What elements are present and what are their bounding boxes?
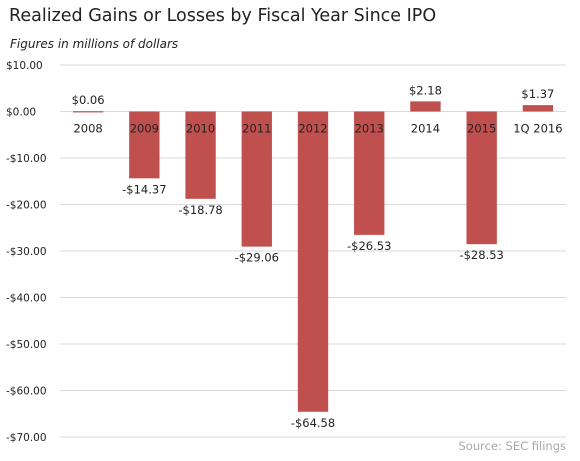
- y-tick-label: -$60.00: [6, 386, 47, 398]
- bar: [129, 111, 160, 179]
- x-tick-label: 2008: [73, 122, 102, 136]
- data-label: -$18.78: [178, 203, 222, 217]
- x-tick-label: 2012: [298, 122, 327, 136]
- source-note: Source: SEC filings: [458, 439, 567, 453]
- bars: [72, 101, 554, 412]
- y-tick-label: -$70.00: [6, 432, 47, 444]
- y-tick-label: -$40.00: [6, 293, 47, 305]
- bar: [297, 111, 329, 412]
- x-tick-label: 2011: [242, 122, 271, 136]
- y-tick-label: $0.00: [6, 107, 36, 119]
- y-tick-label: -$30.00: [6, 246, 47, 258]
- chart-title: Realized Gains or Losses by Fiscal Year …: [9, 6, 437, 26]
- x-tick-label: 1Q 2016: [513, 122, 562, 136]
- bar: [72, 111, 104, 113]
- y-tick-label: $10.00: [6, 60, 43, 72]
- y-tick-label: -$50.00: [6, 339, 47, 351]
- x-tick-label: 2009: [130, 122, 159, 136]
- bar: [410, 101, 441, 112]
- data-label: -$28.53: [459, 248, 503, 262]
- data-label: -$64.58: [291, 416, 335, 430]
- chart-subtitle: Figures in millions of dollars: [10, 37, 179, 51]
- x-tick-label: 2014: [411, 122, 440, 136]
- bar: [354, 111, 385, 235]
- data-labels: $0.06 -$14.37 -$18.78 -$29.06 -$64.58 -$26.53…: [72, 83, 555, 429]
- data-label: -$14.37: [122, 182, 166, 196]
- bar: [466, 111, 497, 245]
- data-label: -$26.53: [347, 239, 391, 253]
- x-axis-category-labels: 2008 2009 2010 2011 2012 2013 2014 2015 1Q 2016: [73, 122, 562, 136]
- bar: [522, 105, 554, 112]
- data-label: -$29.06: [235, 251, 279, 265]
- x-tick-label: 2010: [186, 122, 215, 136]
- y-tick-label: -$10.00: [6, 153, 47, 165]
- data-label: $2.18: [409, 83, 442, 97]
- y-tick-label: -$20.00: [6, 200, 47, 212]
- bar: [241, 111, 272, 247]
- y-axis-tick-labels: $10.00 $0.00 -$10.00 -$20.00 -$30.00 -$40.00 -…: [6, 60, 47, 444]
- data-label: $0.06: [72, 93, 105, 107]
- x-tick-label: 2015: [467, 122, 496, 136]
- data-label: $1.37: [521, 87, 554, 101]
- x-tick-label: 2013: [355, 122, 384, 136]
- bar: [185, 111, 216, 199]
